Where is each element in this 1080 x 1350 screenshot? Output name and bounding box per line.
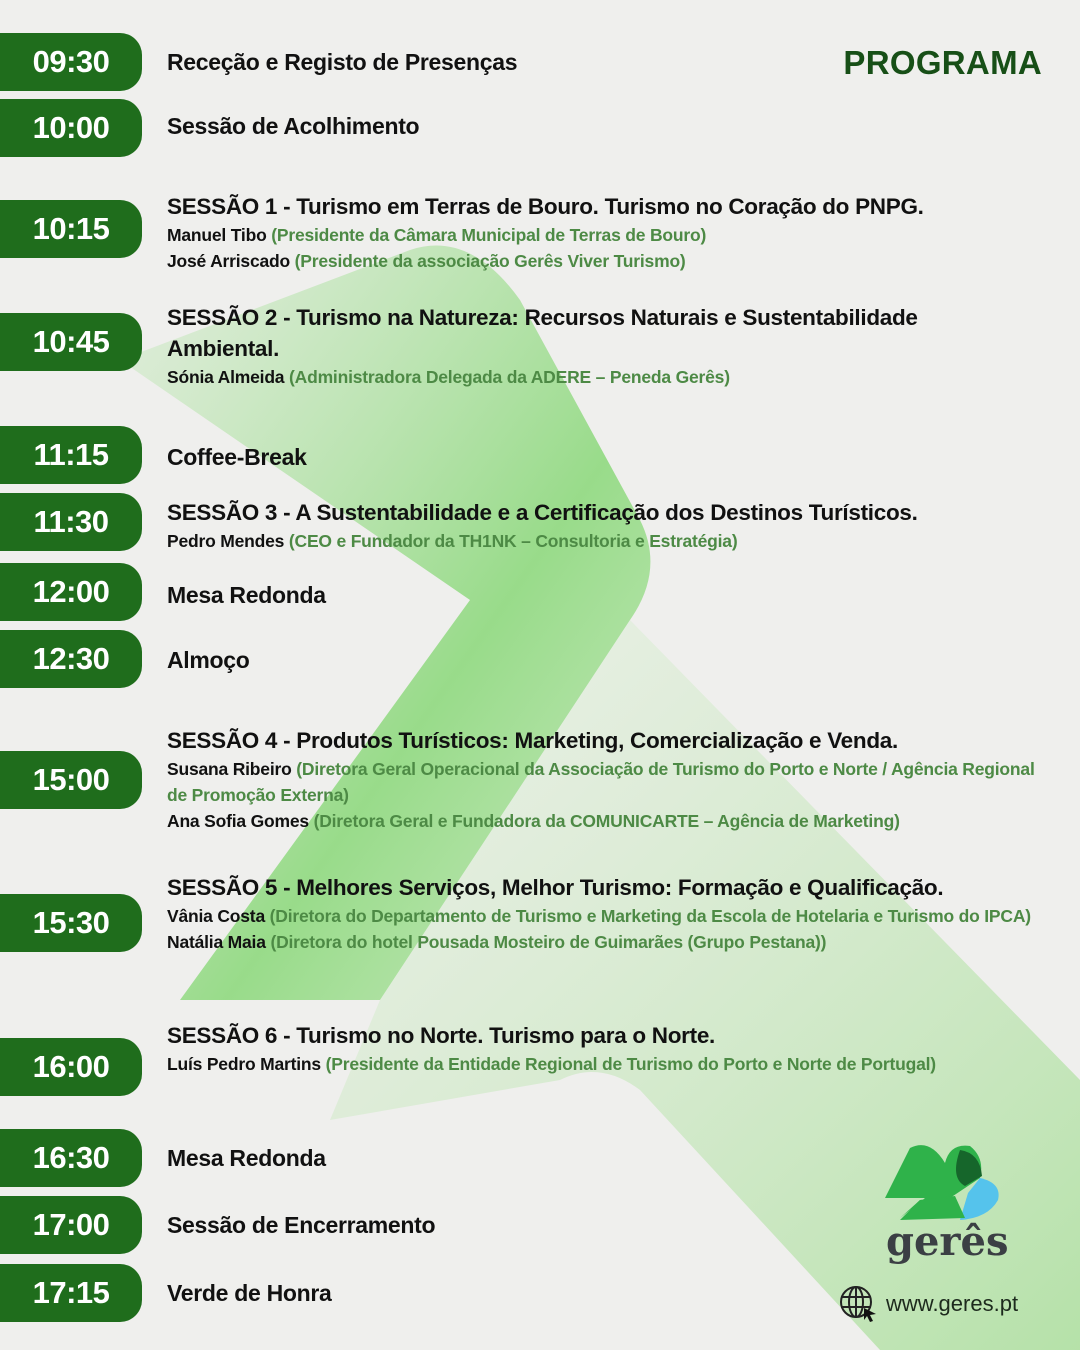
website-url[interactable]: www.geres.pt [886,1291,1019,1316]
time-pill: 17:15 [0,1264,142,1322]
time-pill: 17:00 [0,1196,142,1254]
time-pill: 12:30 [0,630,142,688]
speaker-role: (Presidente da associação Gerês Viver Tu… [294,251,686,271]
session-title: SESSÃO 2 - Turismo na Natureza: Recursos… [167,305,918,361]
time-pill: 10:15 [0,200,142,258]
time-pill: 15:30 [0,894,142,952]
session-title: SESSÃO 5 - Melhores Serviços, Melhor Tur… [167,875,944,900]
session-1: SESSÃO 1 - Turismo em Terras de Bouro. T… [167,191,1047,274]
speaker-name: Susana Ribeiro [167,759,292,779]
speaker-name: José Arriscado [167,251,290,271]
website-link[interactable]: www.geres.pt [838,1284,1018,1324]
schedule-item: Mesa Redonda [167,1145,326,1171]
schedule-item: Mesa Redonda [167,582,326,608]
brand-wordmark: gerês [886,1218,1009,1265]
schedule-item: Verde de Honra [167,1280,332,1306]
speaker-role: (Diretora do hotel Pousada Mosteiro de G… [270,932,827,952]
speaker: Vânia Costa (Diretora do Departamento de… [167,903,1047,929]
time-pill: 16:30 [0,1129,142,1187]
speaker-name: Vânia Costa [167,906,265,926]
speaker-name: Ana Sofia Gomes [167,811,309,831]
geres-logo-icon [885,1145,999,1220]
session-title: SESSÃO 6 - Turismo no Norte. Turismo par… [167,1023,715,1048]
speaker-role: (Administradora Delegada da ADERE – Pene… [289,367,730,387]
globe-cursor-icon [840,1286,876,1322]
session-title: SESSÃO 3 - A Sustentabilidade e a Certif… [167,500,918,525]
speaker: José Arriscado (Presidente da associação… [167,248,1047,274]
speaker: Pedro Mendes (CEO e Fundador da TH1NK – … [167,528,1047,554]
speaker: Luís Pedro Martins (Presidente da Entida… [167,1051,997,1077]
session-6: SESSÃO 6 - Turismo no Norte. Turismo par… [167,1020,997,1077]
speaker-role: (Diretora Geral e Fundadora da COMUNICAR… [313,811,900,831]
speaker-name: Luís Pedro Martins [167,1054,321,1074]
speaker-name: Manuel Tibo [167,225,267,245]
speaker: Manuel Tibo (Presidente da Câmara Munici… [167,222,1047,248]
session-3: SESSÃO 3 - A Sustentabilidade e a Certif… [167,497,1047,554]
speaker-role: (Diretora Geral Operacional da Associaçã… [167,759,1035,805]
time-pill: 15:00 [0,751,142,809]
time-pill: 10:00 [0,99,142,157]
session-title: SESSÃO 1 - Turismo em Terras de Bouro. T… [167,194,924,219]
session-4: SESSÃO 4 - Produtos Turísticos: Marketin… [167,725,1047,834]
speaker-role: (Presidente da Câmara Municipal de Terra… [271,225,707,245]
speaker: Susana Ribeiro (Diretora Geral Operacion… [167,756,1047,808]
schedule-item: Sessão de Encerramento [167,1212,436,1238]
time-pill: 09:30 [0,33,142,91]
schedule-item: Almoço [167,647,250,673]
speaker: Ana Sofia Gomes (Diretora Geral e Fundad… [167,808,1047,834]
speaker-name: Natália Maia [167,932,266,952]
session-2: SESSÃO 2 - Turismo na Natureza: Recursos… [167,302,1027,390]
page-title: PROGRAMA [843,44,1042,81]
speaker-role: (Presidente da Entidade Regional de Turi… [325,1054,936,1074]
speaker-role: (CEO e Fundador da TH1NK – Consultoria e… [288,531,738,551]
time-pill: 10:45 [0,313,142,371]
time-pill: 16:00 [0,1038,142,1096]
schedule-item: Receção e Registo de Presenças [167,49,518,75]
time-pill: 11:30 [0,493,142,551]
session-5: SESSÃO 5 - Melhores Serviços, Melhor Tur… [167,872,1047,955]
time-pill: 11:15 [0,426,142,484]
session-title: SESSÃO 4 - Produtos Turísticos: Marketin… [167,728,898,753]
speaker-name: Pedro Mendes [167,531,285,551]
speaker: Sónia Almeida (Administradora Delegada d… [167,364,1027,390]
speaker-name: Sónia Almeida [167,367,285,387]
speaker: Natália Maia (Diretora do hotel Pousada … [167,929,1047,955]
schedule-item: Sessão de Acolhimento [167,113,420,139]
speaker-role: (Diretora do Departamento de Turismo e M… [269,906,1031,926]
schedule-item: Coffee-Break [167,444,307,470]
time-pill: 12:00 [0,563,142,621]
